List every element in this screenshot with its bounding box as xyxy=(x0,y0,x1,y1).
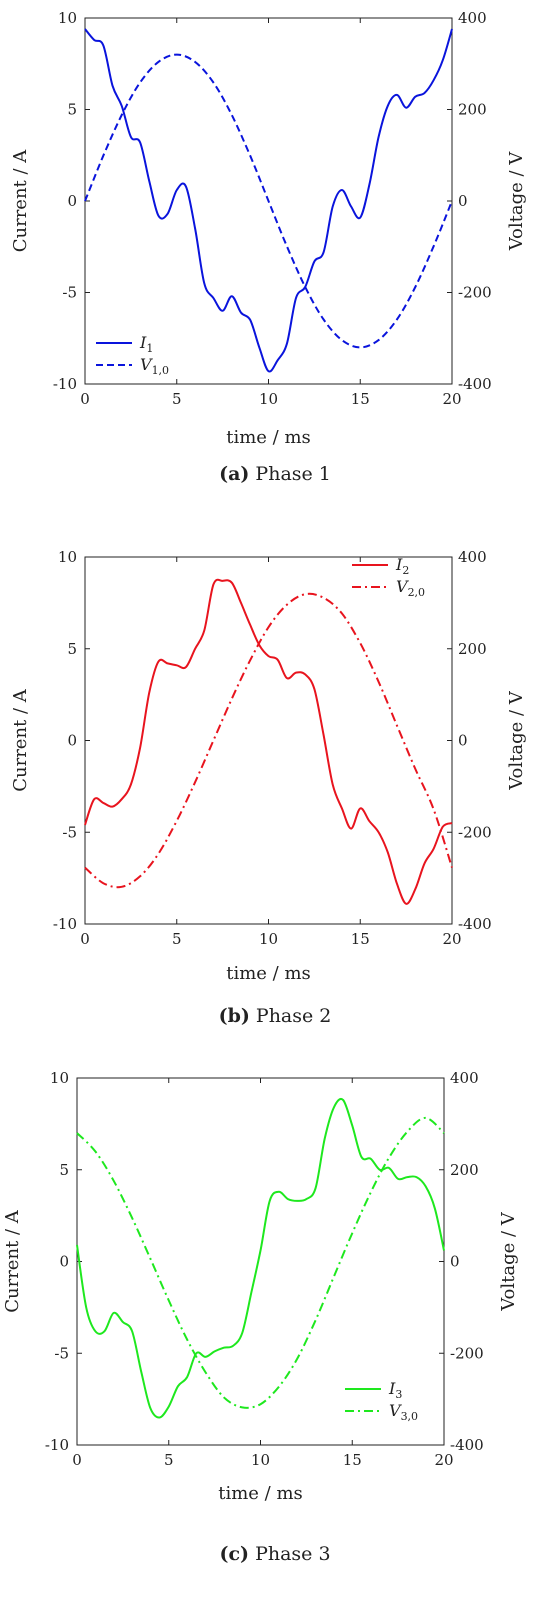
x-tick-label: 5 xyxy=(172,930,182,948)
legend-label-sub: 2 xyxy=(402,564,409,577)
y-tick-label: 10 xyxy=(58,548,77,566)
legend-label: V1,0 xyxy=(140,355,169,377)
caption-letter: (b) xyxy=(218,1005,250,1027)
y-right-tick-label: -400 xyxy=(458,915,492,933)
legend-label-main: V xyxy=(389,1401,402,1420)
caption-text: Phase 3 xyxy=(255,1543,331,1565)
x-axis-label: time / ms xyxy=(226,963,311,984)
x-axis-label: time / ms xyxy=(218,1483,303,1504)
series-line-I2 xyxy=(84,578,453,905)
y-right-tick-label: 0 xyxy=(458,732,468,750)
x-axis-label: time / ms xyxy=(226,427,311,448)
y-right-tick-label: -200 xyxy=(458,284,492,302)
x-tick-label: 20 xyxy=(434,1451,453,1469)
x-tick-label: 15 xyxy=(343,1451,362,1469)
y-tick-label: 0 xyxy=(59,1253,69,1271)
y-tick-label: -5 xyxy=(62,823,77,841)
caption-phase-1: (a) Phase 1 xyxy=(0,463,550,485)
legend-label-sub: 2,0 xyxy=(408,586,426,599)
y-right-tick-label: 400 xyxy=(450,1069,479,1087)
y-tick-label: 5 xyxy=(67,101,77,119)
y-axis-label: Current / A xyxy=(10,149,31,253)
legend-label-sub: 3,0 xyxy=(401,1410,419,1423)
y-right-tick-label: 200 xyxy=(450,1161,479,1179)
legend-label: V3,0 xyxy=(389,1401,418,1423)
legend-label-main: V xyxy=(140,355,153,374)
y-right-tick-label: 200 xyxy=(458,640,487,658)
caption-phase-2: (b) Phase 2 xyxy=(0,1005,550,1027)
y-tick-label: -10 xyxy=(53,375,77,393)
legend-label-main: I xyxy=(388,1379,396,1398)
series-line-I3 xyxy=(76,1097,445,1419)
y-tick-label: 0 xyxy=(67,732,77,750)
chart-phase-1: 0 5 10 15 20 10 5 0 -5 -10 400 200 0 -200 -400 time / m… xyxy=(10,9,527,448)
x-tick-label: 20 xyxy=(442,390,461,408)
y-right-tick-label: -200 xyxy=(450,1344,484,1362)
chart-phase-2: 0 5 10 15 20 10 5 0 -5 -10 400 200 0 -200 -400 time / m… xyxy=(10,548,527,984)
legend-label-sub: 3 xyxy=(395,1388,402,1401)
y-right-tick-label: 200 xyxy=(458,101,487,119)
legend-label-main: V xyxy=(396,577,409,596)
chart-phase-3: 0 5 10 15 20 10 5 0 -5 -10 400 200 0 -200 -400 time / m… xyxy=(2,1069,519,1504)
x-tick-label: 10 xyxy=(251,1451,270,1469)
y-tick-label: -5 xyxy=(62,284,77,302)
x-tick-label: 10 xyxy=(259,390,278,408)
x-tick-label: 10 xyxy=(259,930,278,948)
caption-text: Phase 2 xyxy=(255,1005,332,1027)
y-right-tick-label: 400 xyxy=(458,9,487,27)
legend-label-main: I xyxy=(395,555,403,574)
y-tick-label: 10 xyxy=(58,9,77,27)
x-tick-label: 15 xyxy=(351,930,370,948)
y-right-tick-label: 400 xyxy=(458,548,487,566)
series-line-I1 xyxy=(84,28,453,373)
x-tick-label: 0 xyxy=(72,1451,82,1469)
caption-text: Phase 1 xyxy=(255,463,331,485)
x-tick-label: 5 xyxy=(164,1451,174,1469)
caption-letter: (a) xyxy=(219,463,250,485)
y-tick-label: -5 xyxy=(54,1344,69,1362)
y-right-tick-label: -400 xyxy=(450,1436,484,1454)
x-tick-label: 0 xyxy=(80,390,90,408)
y-right-axis-label: Voltage / V xyxy=(498,1211,519,1312)
legend-label-sub: 1,0 xyxy=(152,364,170,377)
y-tick-label: 5 xyxy=(67,640,77,658)
legend-label-sub: 1 xyxy=(146,342,153,355)
y-right-tick-label: 0 xyxy=(458,192,468,210)
series-line-V2-0 xyxy=(84,592,453,889)
y-tick-label: 5 xyxy=(59,1161,69,1179)
legend-label-main: I xyxy=(139,333,147,352)
legend-label: V2,0 xyxy=(396,577,425,599)
plot-frame xyxy=(84,556,453,925)
y-right-tick-label: 0 xyxy=(450,1253,460,1271)
y-axis-label: Current / A xyxy=(2,1209,23,1313)
x-tick-label: 0 xyxy=(80,930,90,948)
y-right-axis-label: Voltage / V xyxy=(506,151,527,252)
y-axis-label: Current / A xyxy=(10,688,31,792)
legend-label: I3 xyxy=(388,1379,402,1401)
series-line-V3-0 xyxy=(76,1116,445,1409)
y-tick-label: -10 xyxy=(45,1436,69,1454)
y-right-tick-label: -200 xyxy=(458,823,492,841)
x-tick-label: 15 xyxy=(351,390,370,408)
caption-phase-3: (c) Phase 3 xyxy=(0,1543,550,1565)
chart-panel-phase-1: 0 5 10 15 20 10 5 0 -5 -10 400 200 0 -200 -400 time / m… xyxy=(0,0,550,520)
series-line-V1-0 xyxy=(84,53,453,349)
chart-panel-phase-2: 0 5 10 15 20 10 5 0 -5 -10 400 200 0 -200 -400 time / m… xyxy=(0,538,550,1058)
chart-panel-phase-3: 0 5 10 15 20 10 5 0 -5 -10 400 200 0 -200 -400 time / m… xyxy=(0,1063,550,1600)
caption-letter: (c) xyxy=(219,1543,250,1565)
x-tick-label: 20 xyxy=(442,930,461,948)
y-tick-label: -10 xyxy=(53,915,77,933)
y-tick-label: 10 xyxy=(50,1069,69,1087)
x-tick-label: 5 xyxy=(172,390,182,408)
legend-label: I1 xyxy=(139,333,153,355)
legend-label: I2 xyxy=(395,555,409,577)
y-right-tick-label: -400 xyxy=(458,375,492,393)
y-right-axis-label: Voltage / V xyxy=(506,690,527,791)
y-tick-label: 0 xyxy=(67,192,77,210)
